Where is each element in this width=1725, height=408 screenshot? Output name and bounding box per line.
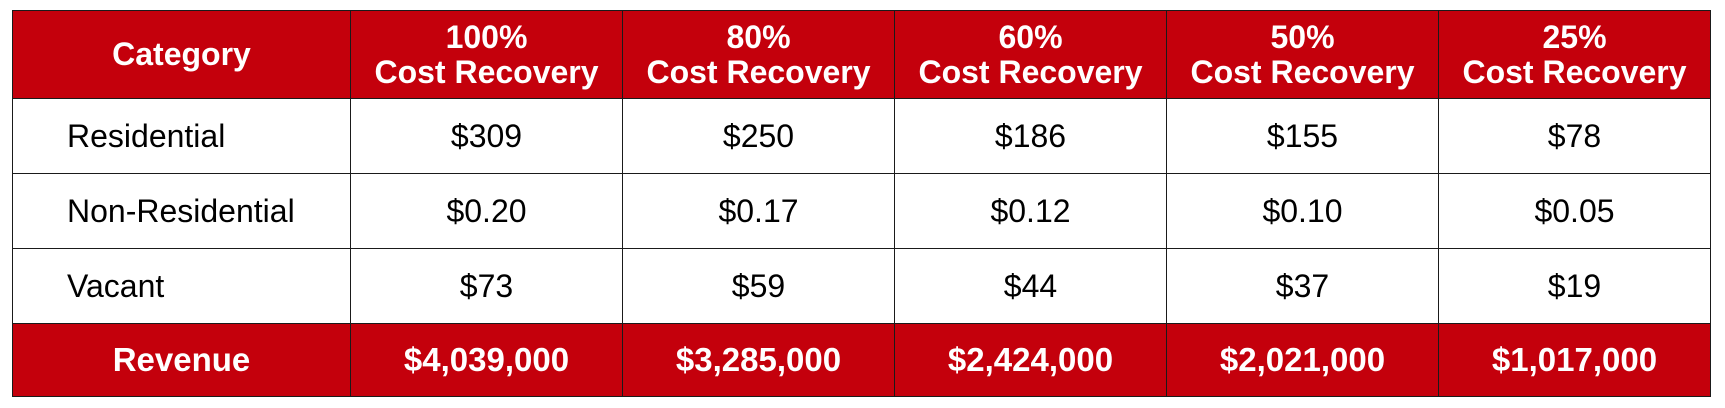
header-col-pct: 80%: [726, 18, 791, 55]
table-cell: $155: [1166, 98, 1439, 174]
revenue-cell: $1,017,000: [1438, 323, 1711, 397]
table-row: Vacant $73 $59 $44 $37 $19: [12, 248, 1711, 324]
table-cell: $0.20: [350, 173, 623, 249]
revenue-cell: $2,424,000: [894, 323, 1167, 397]
header-col-60: 60% Cost Recovery: [894, 10, 1167, 99]
revenue-cell: $2,021,000: [1166, 323, 1439, 397]
header-col-25: 25% Cost Recovery: [1438, 10, 1711, 99]
header-col-label: Cost Recovery: [374, 53, 599, 90]
header-row: Category 100% Cost Recovery 80% Cost Rec…: [12, 10, 1711, 99]
table-cell: $37: [1166, 248, 1439, 324]
revenue-label: Revenue: [12, 323, 351, 397]
header-col-80: 80% Cost Recovery: [622, 10, 895, 99]
header-category: Category: [12, 10, 351, 99]
table-cell: $186: [894, 98, 1167, 174]
table-cell: $0.17: [622, 173, 895, 249]
cost-recovery-table-container: Category 100% Cost Recovery 80% Cost Rec…: [12, 10, 1711, 397]
revenue-cell: $3,285,000: [622, 323, 895, 397]
table-cell: $0.10: [1166, 173, 1439, 249]
header-col-pct: 60%: [998, 18, 1063, 55]
header-col-100: 100% Cost Recovery: [350, 10, 623, 99]
revenue-cell: $4,039,000: [350, 323, 623, 397]
revenue-row: Revenue $4,039,000 $3,285,000 $2,424,000…: [12, 323, 1711, 397]
row-category: Residential: [12, 98, 351, 174]
header-col-label: Cost Recovery: [1462, 53, 1687, 90]
table-cell: $0.12: [894, 173, 1167, 249]
table-cell: $59: [622, 248, 895, 324]
table-row: Non-Residential $0.20 $0.17 $0.12 $0.10 …: [12, 173, 1711, 249]
header-col-label: Cost Recovery: [1190, 53, 1415, 90]
table-body: Residential $309 $250 $186 $155 $78 Non-…: [12, 98, 1711, 324]
table-cell: $44: [894, 248, 1167, 324]
header-col-label: Cost Recovery: [646, 53, 871, 90]
header-col-pct: 100%: [445, 18, 528, 55]
table-cell: $73: [350, 248, 623, 324]
table-cell: $309: [350, 98, 623, 174]
header-col-label: Cost Recovery: [918, 53, 1143, 90]
table-cell: $78: [1438, 98, 1711, 174]
table-cell: $19: [1438, 248, 1711, 324]
header-col-pct: 50%: [1270, 18, 1335, 55]
table-cell: $0.05: [1438, 173, 1711, 249]
header-col-pct: 25%: [1542, 18, 1607, 55]
table-cell: $250: [622, 98, 895, 174]
row-category: Non-Residential: [12, 173, 351, 249]
table-row: Residential $309 $250 $186 $155 $78: [12, 98, 1711, 174]
table-header: Category 100% Cost Recovery 80% Cost Rec…: [12, 10, 1711, 99]
header-col-50: 50% Cost Recovery: [1166, 10, 1439, 99]
table-footer: Revenue $4,039,000 $3,285,000 $2,424,000…: [12, 323, 1711, 397]
cost-recovery-table: Category 100% Cost Recovery 80% Cost Rec…: [12, 10, 1711, 397]
row-category: Vacant: [12, 248, 351, 324]
